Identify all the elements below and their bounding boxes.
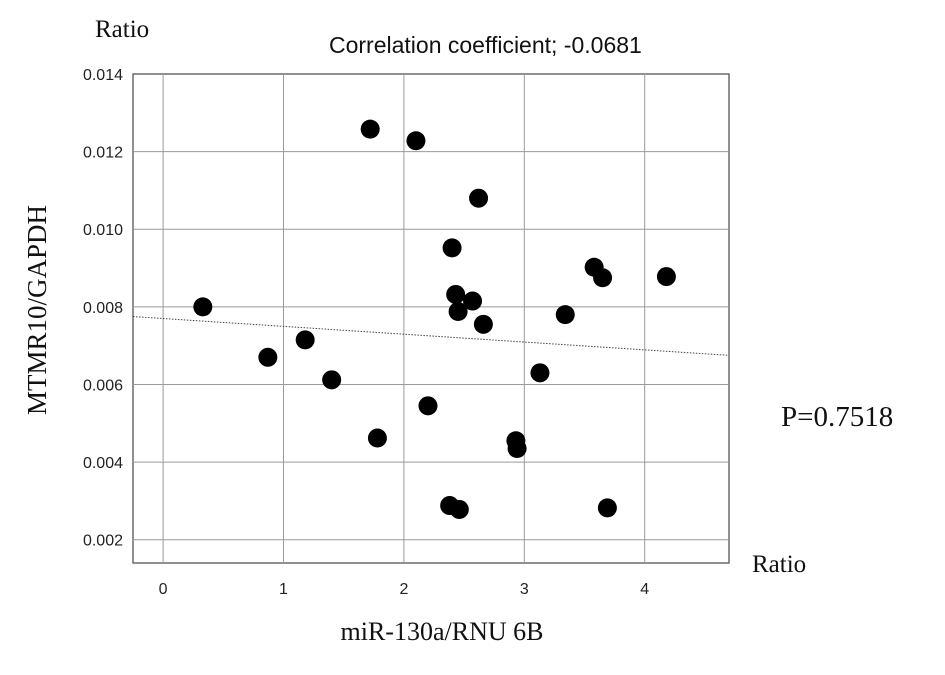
regression-line bbox=[132, 316, 730, 356]
data-point bbox=[463, 291, 483, 311]
x-tick-label: 4 bbox=[640, 581, 649, 598]
x-tick-label: 0 bbox=[159, 581, 168, 598]
data-point bbox=[530, 363, 550, 383]
data-point bbox=[295, 330, 315, 350]
data-point bbox=[593, 268, 613, 288]
data-point bbox=[446, 284, 466, 304]
data-point bbox=[360, 119, 380, 139]
y-tick-label: 0.008 bbox=[83, 300, 123, 317]
data-point bbox=[418, 396, 438, 416]
y-tick-label: 0.006 bbox=[83, 377, 123, 394]
y-tick-label: 0.014 bbox=[83, 67, 123, 84]
data-point bbox=[656, 267, 676, 287]
regression-line-group bbox=[132, 316, 730, 356]
data-points bbox=[193, 119, 676, 519]
y-tick-label: 0.004 bbox=[83, 455, 123, 472]
data-point bbox=[322, 370, 342, 390]
data-point bbox=[469, 188, 489, 208]
data-point bbox=[258, 347, 278, 367]
plot-frame bbox=[132, 73, 730, 564]
data-point bbox=[473, 314, 493, 334]
data-point bbox=[597, 498, 617, 518]
data-point bbox=[555, 305, 575, 325]
data-point bbox=[449, 499, 469, 519]
grid bbox=[132, 73, 730, 564]
y-tick-label: 0.010 bbox=[83, 222, 123, 239]
x-tick-label: 3 bbox=[520, 581, 529, 598]
y-tick-label: 0.012 bbox=[83, 145, 123, 162]
data-point bbox=[507, 439, 527, 459]
x-tick-label: 1 bbox=[279, 581, 288, 598]
x-unit-label: Ratio bbox=[752, 551, 806, 578]
data-point bbox=[367, 428, 387, 448]
data-point bbox=[448, 302, 468, 322]
y-unit-label: Ratio bbox=[95, 16, 149, 43]
x-tick-label: 2 bbox=[399, 581, 408, 598]
data-point bbox=[193, 297, 213, 317]
p-value-annotation: P=0.7518 bbox=[781, 401, 893, 433]
correlation-annotation: Correlation coefficient; -0.0681 bbox=[329, 32, 642, 58]
tick-labels: 0 1 2 3 4 0.002 0.004 0.006 0.008 0.010 0.012 0.014 bbox=[83, 67, 649, 598]
x-axis-title: miR-130a/RNU 6B bbox=[341, 617, 544, 646]
y-tick-label: 0.002 bbox=[83, 533, 123, 550]
data-point bbox=[406, 131, 426, 151]
data-point bbox=[442, 238, 462, 258]
y-axis-title: MTMR10/GAPDH bbox=[22, 205, 52, 415]
